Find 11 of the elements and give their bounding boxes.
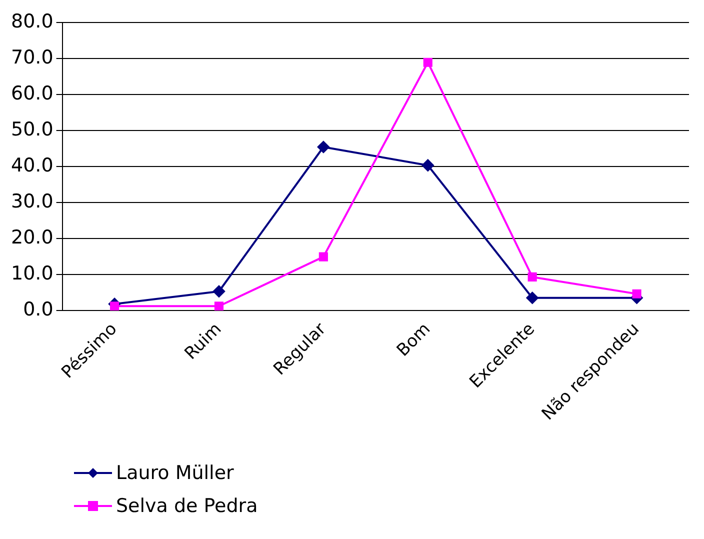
y-tick-label: 40.0 (10, 154, 54, 176)
y-tick-label: 0.0 (23, 298, 54, 320)
y-tick-label: 30.0 (10, 190, 54, 212)
y-tick-label: 70.0 (10, 46, 54, 68)
y-tick-label: 50.0 (10, 118, 54, 140)
y-tick-label: 20.0 (10, 226, 54, 248)
y-tick-label: 60.0 (10, 82, 54, 104)
y-tick-label: 80.0 (10, 10, 54, 32)
legend-label: Lauro Müller (116, 462, 234, 484)
y-tick-label: 10.0 (10, 262, 54, 284)
legend-label: Selva de Pedra (116, 494, 258, 516)
